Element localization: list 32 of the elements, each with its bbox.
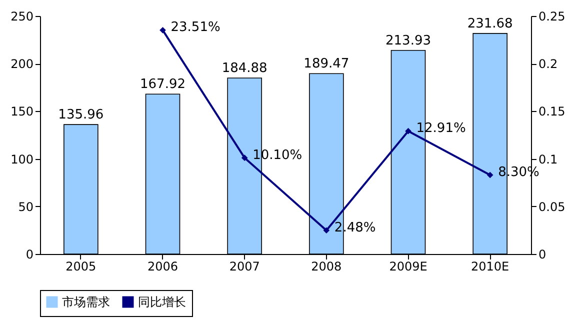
y-tick-label: 200 <box>10 57 34 72</box>
legend-label: 同比增长 <box>138 295 186 309</box>
x-tick-label: 2007 <box>229 260 260 274</box>
data-label: 135.96 <box>58 108 104 123</box>
y-tick-label: 100 <box>10 152 34 166</box>
point <box>486 172 494 178</box>
data-label: 189.47 <box>304 56 350 72</box>
data-label: 167.92 <box>140 77 186 92</box>
data-label: 23.51% <box>170 20 220 36</box>
y2-tick-label: 0 <box>538 248 546 262</box>
point <box>323 227 330 234</box>
y-tick-label: 50 <box>18 200 34 214</box>
data-label: 231.68 <box>467 16 513 32</box>
x-tick-label: 2009E <box>389 260 428 274</box>
x-tick-label: 2005 <box>66 260 96 274</box>
y2-tick-label: 0.1 <box>538 152 558 166</box>
y-tick-label: 250 <box>10 10 34 24</box>
y2-tick-label: 0.15 <box>538 104 566 119</box>
point <box>241 154 248 162</box>
legend-label: 市场需求 <box>62 295 110 309</box>
y2-tick-label: 0.05 <box>538 200 566 214</box>
point <box>160 27 166 34</box>
point <box>405 128 412 134</box>
x-tick-label: 2008 <box>311 260 342 274</box>
x-tick-label: 2006 <box>147 260 178 274</box>
x-tick-label: 2010E <box>471 260 510 274</box>
y-tick-label: 0 <box>26 248 34 262</box>
data-label: 184.88 <box>222 60 268 76</box>
y-tick-label: 150 <box>10 104 34 119</box>
data-label: 213.93 <box>386 33 431 48</box>
y2-tick-label: 0.25 <box>538 10 566 24</box>
y2-tick-label: 0.2 <box>538 57 558 72</box>
